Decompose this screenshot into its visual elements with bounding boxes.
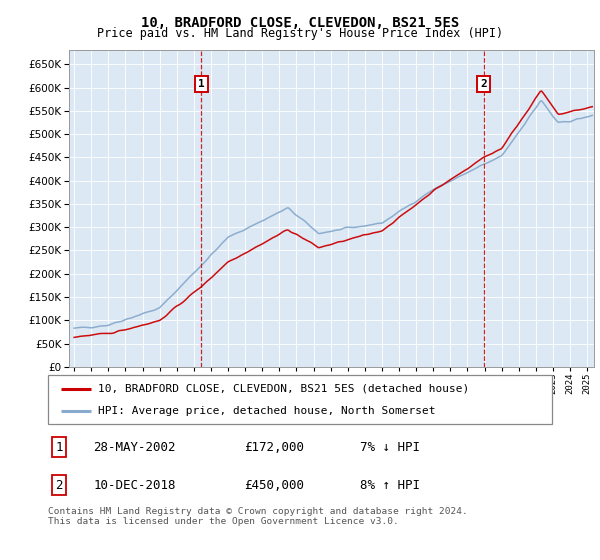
Text: 28-MAY-2002: 28-MAY-2002 [94,441,176,454]
Text: 8% ↑ HPI: 8% ↑ HPI [361,479,421,492]
Text: Contains HM Land Registry data © Crown copyright and database right 2024.
This d: Contains HM Land Registry data © Crown c… [48,507,468,526]
Text: HPI: Average price, detached house, North Somerset: HPI: Average price, detached house, Nort… [98,406,436,416]
Text: 2: 2 [55,479,63,492]
Text: 10, BRADFORD CLOSE, CLEVEDON, BS21 5ES (detached house): 10, BRADFORD CLOSE, CLEVEDON, BS21 5ES (… [98,384,470,394]
Text: 1: 1 [55,441,63,454]
Text: 10-DEC-2018: 10-DEC-2018 [94,479,176,492]
Text: 7% ↓ HPI: 7% ↓ HPI [361,441,421,454]
Text: £450,000: £450,000 [245,479,305,492]
Text: 10, BRADFORD CLOSE, CLEVEDON, BS21 5ES: 10, BRADFORD CLOSE, CLEVEDON, BS21 5ES [141,16,459,30]
Text: 1: 1 [197,78,205,88]
Text: £172,000: £172,000 [245,441,305,454]
Text: 2: 2 [481,78,487,88]
Text: Price paid vs. HM Land Registry's House Price Index (HPI): Price paid vs. HM Land Registry's House … [97,27,503,40]
